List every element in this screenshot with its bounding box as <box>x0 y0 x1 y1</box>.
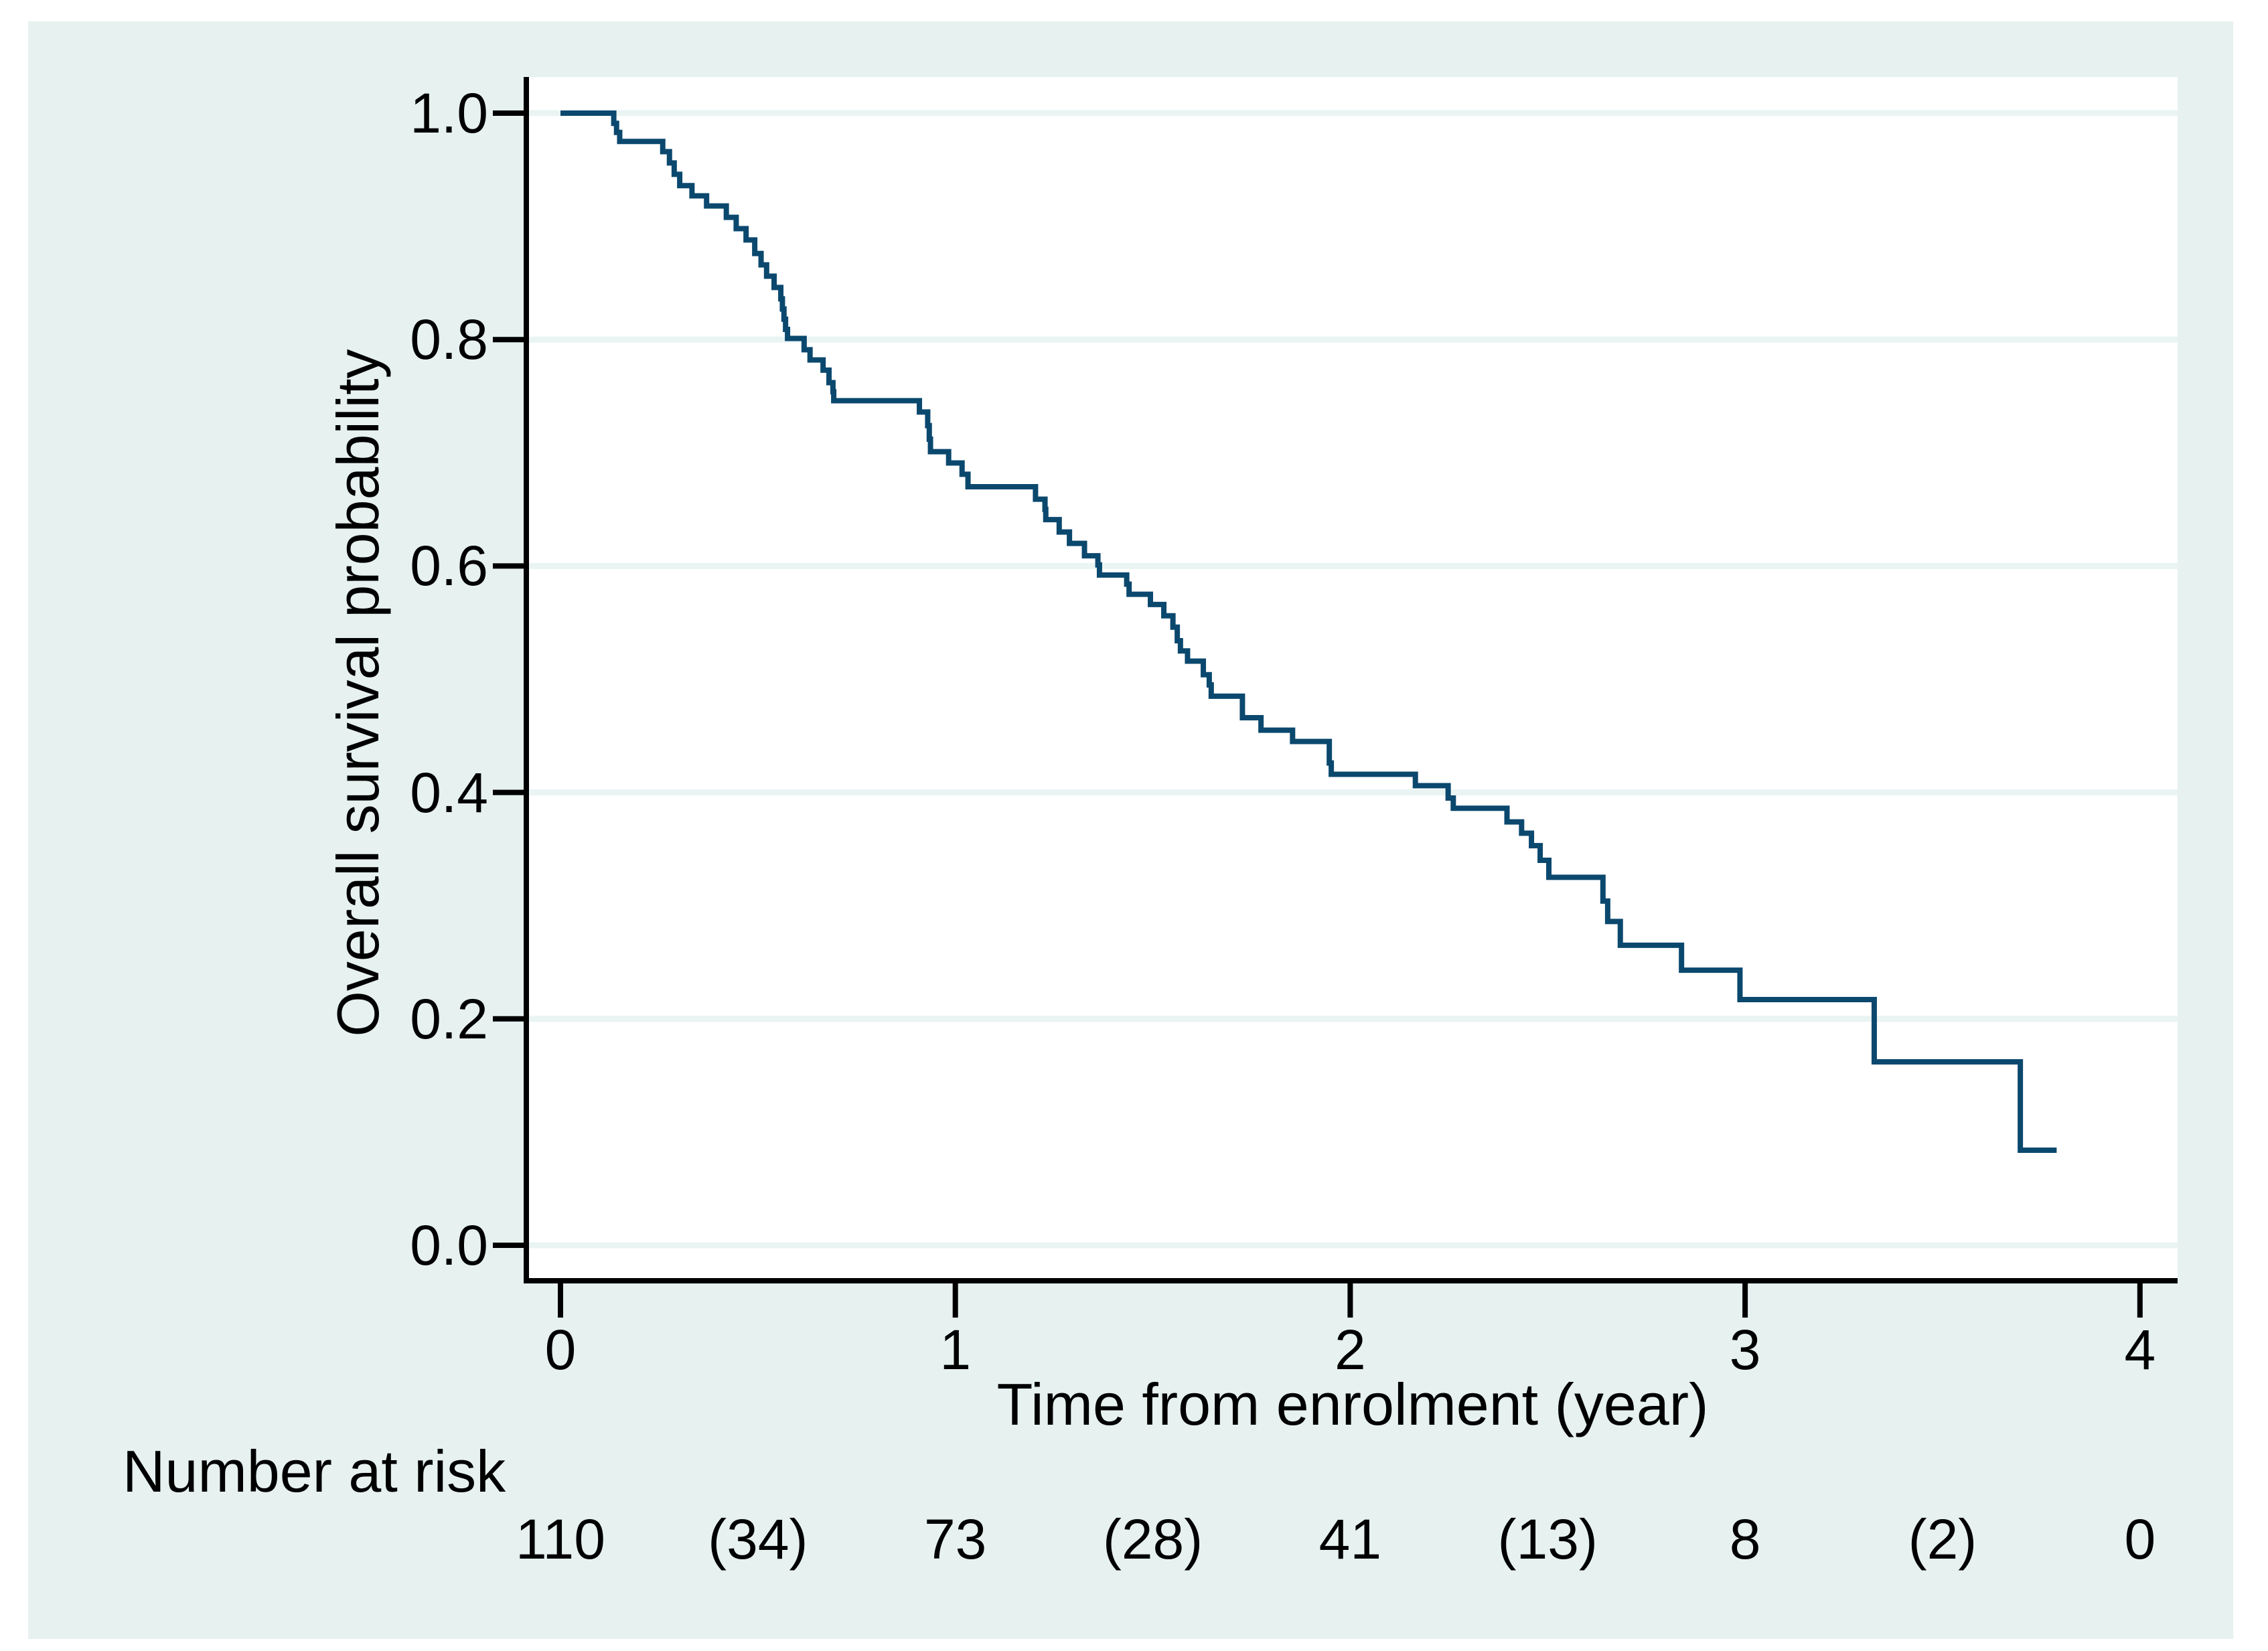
x-axis-title: Time from enrolment (year) <box>996 1371 1709 1437</box>
risk-value-t2: 41 <box>1318 1508 1382 1571</box>
x-tick-label-1: 1 <box>939 1318 972 1381</box>
risk-value-t1.5: (28) <box>1102 1508 1203 1571</box>
y-tick-label-1.0: 1.0 <box>410 82 488 145</box>
y-tick-label-0.2: 0.2 <box>410 987 488 1050</box>
x-tick-label-0: 0 <box>544 1318 577 1381</box>
plot-area-background <box>526 77 2178 1281</box>
risk-value-t0: 110 <box>516 1508 605 1571</box>
x-tick-label-4: 4 <box>2124 1318 2156 1381</box>
risk-value-t0.5: (34) <box>708 1508 808 1571</box>
y-tick-label-0.6: 0.6 <box>410 534 488 598</box>
y-tick-label-0.4: 0.4 <box>410 761 488 824</box>
risk-value-t3.5: (2) <box>1908 1508 1977 1571</box>
x-tick-label-2: 2 <box>1335 1318 1366 1381</box>
survival-step-curve <box>560 110 2057 1153</box>
risk-value-t4: 0 <box>2124 1508 2156 1571</box>
y-tick-label-0.8: 0.8 <box>410 308 488 372</box>
y-axis-title: Overall survival probability <box>325 349 391 1037</box>
risk-value-t3: 8 <box>1729 1508 1761 1571</box>
risk-value-t1: 73 <box>923 1508 987 1571</box>
x-tick-label-3: 3 <box>1729 1318 1761 1381</box>
risk-value-t2.5: (13) <box>1497 1508 1598 1571</box>
y-tick-label-0.0: 0.0 <box>410 1214 488 1277</box>
number-at-risk-header: Number at risk <box>123 1438 506 1504</box>
